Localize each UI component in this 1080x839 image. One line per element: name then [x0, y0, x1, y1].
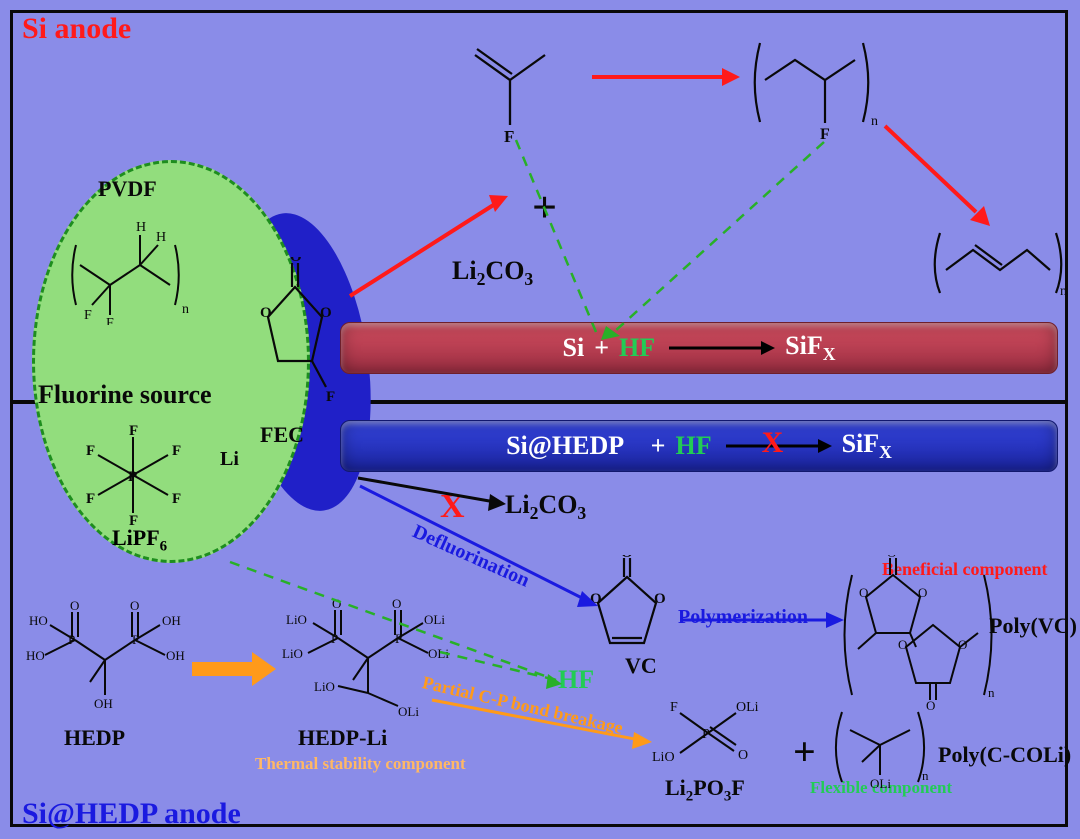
arrows-overlay-icon: [0, 0, 1080, 839]
